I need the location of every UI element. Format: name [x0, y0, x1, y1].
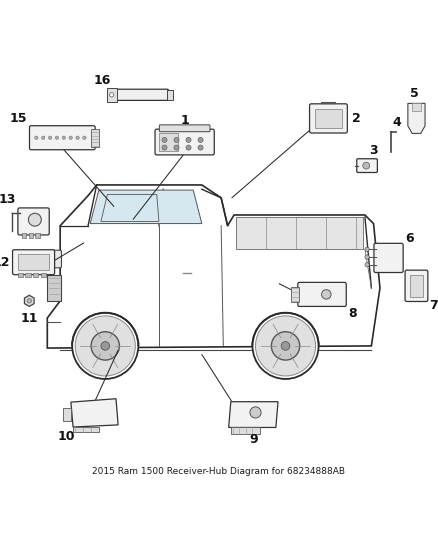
Bar: [410, 275, 423, 297]
Bar: [231, 427, 261, 434]
Text: 7: 7: [429, 298, 438, 312]
Text: 4: 4: [393, 116, 402, 129]
Circle shape: [272, 332, 300, 360]
Circle shape: [55, 136, 59, 140]
Bar: [63, 408, 71, 421]
Circle shape: [35, 136, 38, 140]
Polygon shape: [408, 103, 425, 133]
Circle shape: [83, 136, 86, 140]
Text: 3: 3: [369, 144, 378, 157]
Circle shape: [48, 136, 52, 140]
FancyBboxPatch shape: [155, 129, 214, 155]
Polygon shape: [236, 217, 363, 249]
Circle shape: [363, 162, 370, 169]
Circle shape: [174, 138, 179, 142]
Circle shape: [174, 145, 179, 150]
Circle shape: [28, 213, 41, 226]
Circle shape: [76, 136, 79, 140]
Circle shape: [252, 313, 318, 379]
Polygon shape: [25, 295, 34, 306]
Text: 2: 2: [352, 112, 361, 125]
Bar: [107, 88, 117, 102]
Bar: [18, 273, 23, 277]
Circle shape: [281, 342, 290, 350]
FancyBboxPatch shape: [310, 104, 347, 133]
FancyBboxPatch shape: [46, 250, 61, 268]
Circle shape: [101, 342, 110, 350]
FancyBboxPatch shape: [159, 125, 210, 132]
FancyBboxPatch shape: [115, 89, 168, 100]
Bar: [159, 133, 178, 151]
Circle shape: [186, 138, 191, 142]
Polygon shape: [412, 102, 421, 111]
Polygon shape: [229, 402, 278, 427]
Circle shape: [62, 136, 66, 140]
Circle shape: [27, 298, 32, 303]
Text: 10: 10: [58, 430, 75, 442]
Circle shape: [69, 136, 72, 140]
FancyBboxPatch shape: [374, 244, 403, 272]
Circle shape: [42, 136, 45, 140]
Polygon shape: [90, 190, 202, 223]
Bar: [41, 273, 46, 277]
Circle shape: [162, 145, 167, 150]
Polygon shape: [47, 185, 380, 348]
Text: 16: 16: [93, 74, 111, 87]
Circle shape: [365, 255, 369, 259]
Bar: [22, 233, 26, 238]
Bar: [291, 287, 300, 302]
Circle shape: [198, 138, 203, 142]
Circle shape: [75, 316, 135, 376]
Text: 2015 Ram 1500 Receiver-Hub Diagram for 68234888AB: 2015 Ram 1500 Receiver-Hub Diagram for 6…: [92, 467, 346, 476]
Circle shape: [162, 138, 167, 142]
Bar: [28, 233, 33, 238]
Text: 13: 13: [0, 193, 15, 206]
Bar: [33, 273, 38, 277]
Circle shape: [365, 247, 369, 252]
Polygon shape: [101, 195, 159, 221]
Circle shape: [250, 407, 261, 418]
Bar: [91, 128, 99, 147]
Circle shape: [365, 263, 369, 267]
Bar: [18, 254, 49, 270]
Circle shape: [91, 332, 120, 360]
Text: 15: 15: [10, 112, 27, 125]
FancyBboxPatch shape: [47, 274, 60, 301]
Bar: [25, 273, 31, 277]
FancyBboxPatch shape: [13, 250, 55, 274]
Text: 8: 8: [348, 308, 357, 320]
Circle shape: [255, 316, 315, 376]
Circle shape: [110, 93, 114, 97]
Text: 11: 11: [21, 312, 38, 325]
Text: 12: 12: [0, 256, 10, 269]
FancyBboxPatch shape: [405, 270, 428, 302]
Bar: [315, 109, 342, 128]
Bar: [166, 90, 173, 100]
FancyBboxPatch shape: [29, 126, 95, 150]
Bar: [35, 233, 40, 238]
Circle shape: [72, 313, 138, 379]
Bar: [73, 427, 99, 432]
FancyBboxPatch shape: [18, 208, 49, 235]
Polygon shape: [71, 399, 118, 427]
Text: 6: 6: [406, 232, 414, 245]
FancyBboxPatch shape: [298, 282, 346, 306]
Circle shape: [186, 145, 191, 150]
Text: 1: 1: [180, 114, 189, 127]
Text: 9: 9: [249, 433, 258, 446]
FancyBboxPatch shape: [357, 159, 378, 173]
Circle shape: [198, 145, 203, 150]
Circle shape: [321, 289, 331, 299]
Text: 5: 5: [410, 87, 419, 100]
